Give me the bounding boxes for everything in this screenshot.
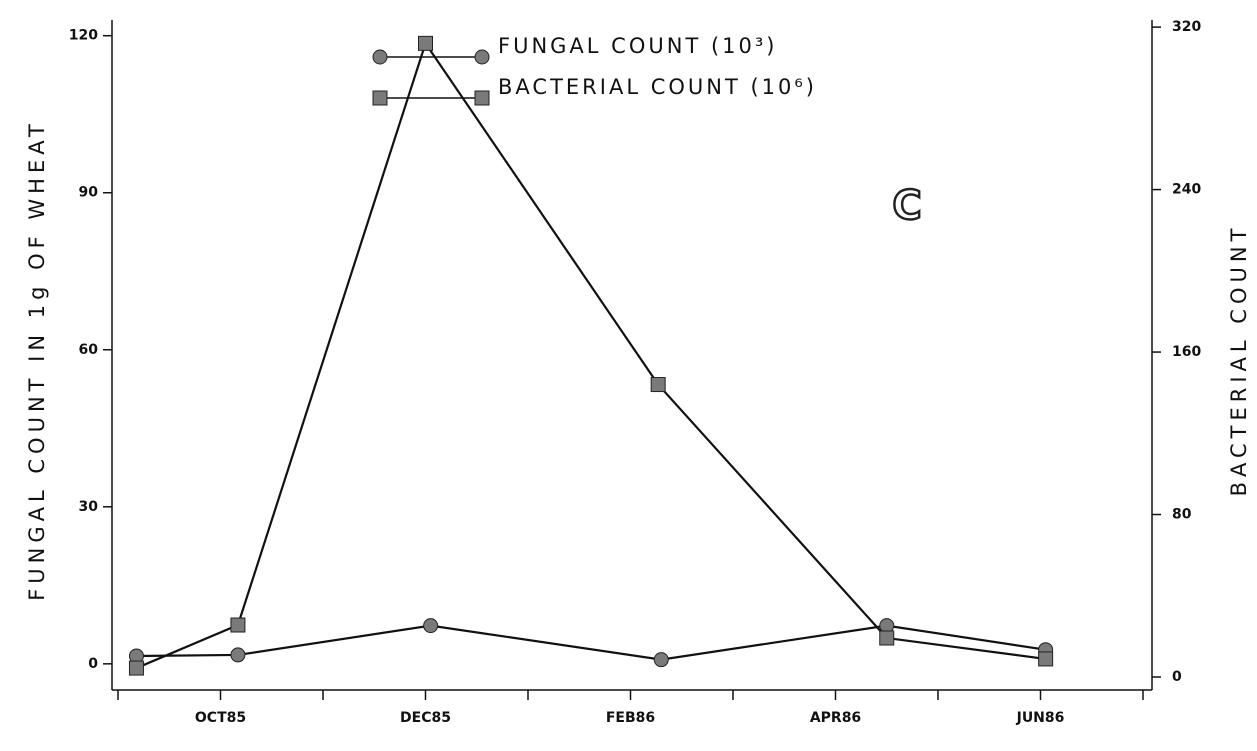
y-tick-label: 90 <box>79 185 99 201</box>
y2-tick-label: 160 <box>1172 344 1201 360</box>
legend-marker <box>474 90 490 106</box>
data-point <box>128 660 144 676</box>
y-tick-label: 30 <box>79 499 99 515</box>
data-point <box>230 647 246 663</box>
y-axis-label: FUNGAL COUNT IN 1g OF WHEAT <box>25 119 49 601</box>
y2-tick-label: 0 <box>1172 669 1182 685</box>
annotation: C <box>892 183 921 229</box>
legend-marker <box>372 49 388 65</box>
y2-tick-label: 240 <box>1172 182 1201 198</box>
x-tick-label: APR86 <box>810 710 861 726</box>
data-point <box>1038 651 1054 667</box>
x-tick-label: OCT85 <box>195 710 246 726</box>
series-line <box>136 624 1046 661</box>
data-point <box>653 652 669 668</box>
data-point <box>418 35 433 51</box>
legend-label: FUNGAL COUNT (10³) <box>498 34 777 58</box>
y2-tick-label: 320 <box>1172 19 1201 35</box>
x-tick-label: DEC85 <box>400 710 451 726</box>
y2-axis-label: BACTERIAL COUNT <box>1227 224 1251 497</box>
legend-label: BACTERIAL COUNT (10⁶) <box>498 75 817 99</box>
y-tick-label: 60 <box>79 342 99 358</box>
legend-marker <box>372 90 388 106</box>
x-tick-label: JUN86 <box>1016 710 1065 726</box>
data-point <box>230 617 246 633</box>
y-tick-label: 0 <box>88 656 98 672</box>
legend-marker <box>474 49 490 65</box>
data-point <box>650 377 666 393</box>
y2-tick-label: 80 <box>1172 507 1192 523</box>
data-point <box>879 630 895 646</box>
series-line <box>136 40 1046 670</box>
y-tick-label: 120 <box>69 28 98 44</box>
data-point <box>423 618 439 634</box>
x-tick-label: FEB86 <box>606 710 655 726</box>
